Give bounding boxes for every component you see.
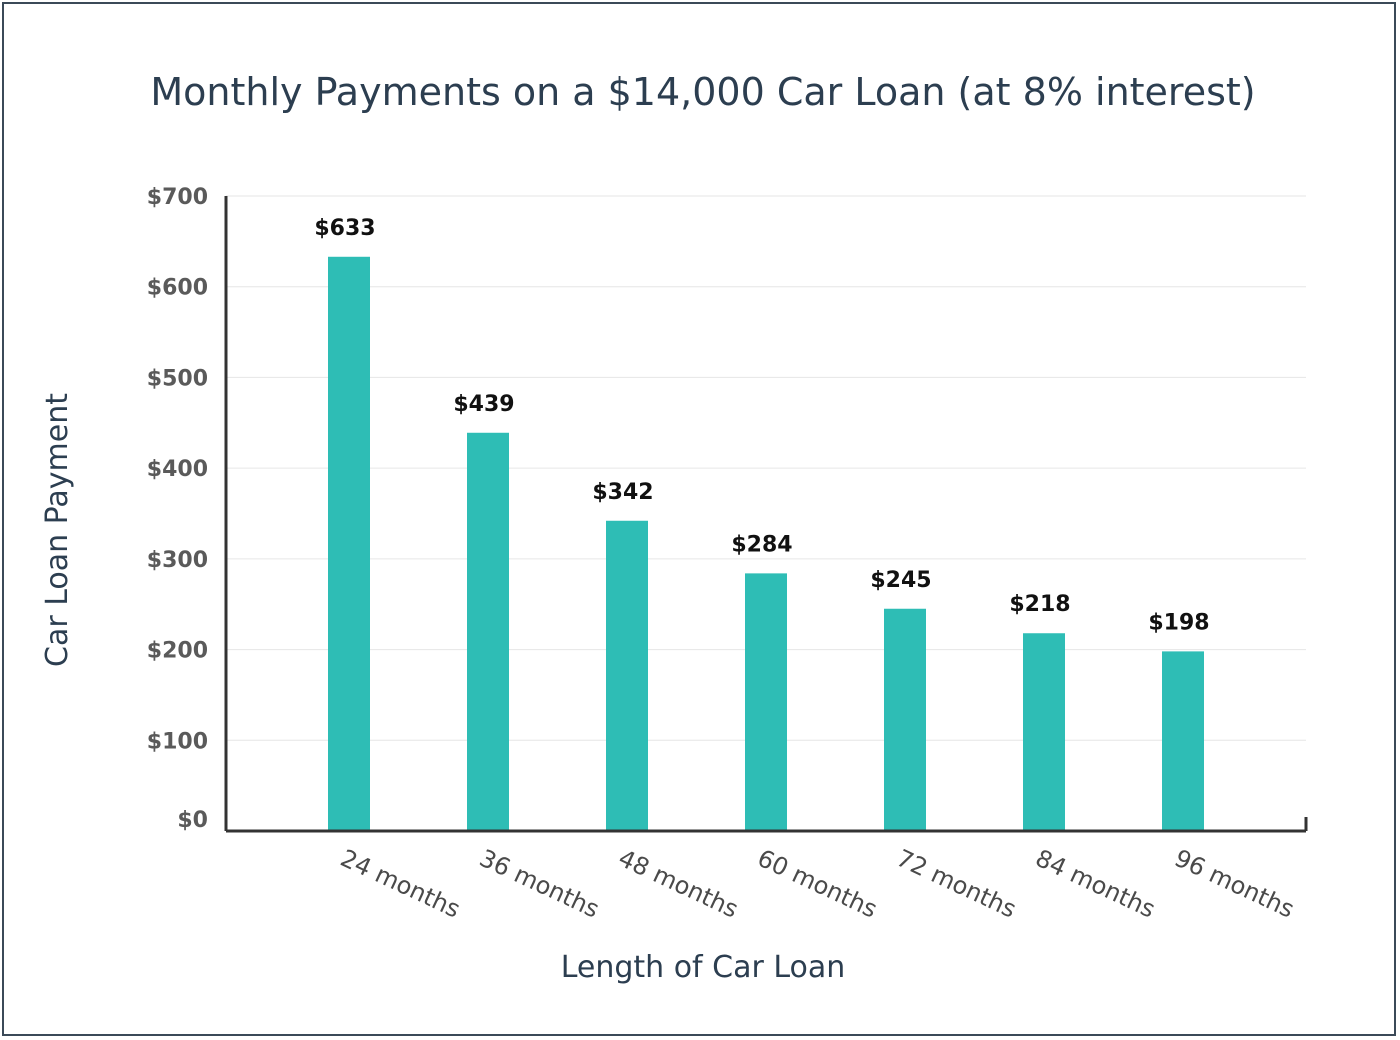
data-label: $342 (592, 480, 653, 505)
y-tick-label: $400 (147, 457, 208, 482)
bars (328, 256, 1204, 831)
data-label: $439 (453, 392, 514, 417)
bar (1162, 651, 1204, 831)
y-tick-label: $300 (147, 548, 208, 573)
x-axis-ticks: 24 months 36 months 48 months 60 months 72 m… (336, 844, 1298, 924)
gridlines (226, 195, 1306, 741)
bar (745, 573, 787, 831)
y-tick-label: $0 (177, 808, 208, 833)
y-tick-label: $600 (147, 276, 208, 301)
x-tick-label: 36 months (475, 844, 603, 924)
bar (606, 520, 648, 831)
x-tick-label: 84 months (1031, 844, 1159, 924)
data-label: $198 (1148, 610, 1209, 635)
bar (328, 256, 370, 831)
data-labels: $633 $439 $342 $284 $245 $218 $198 (314, 216, 1209, 636)
x-tick-label: 72 months (892, 844, 1020, 924)
y-tick-label: $200 (147, 639, 208, 664)
x-tick-label: 48 months (614, 844, 742, 924)
y-axis-title: Car Loan Payment (40, 393, 75, 667)
data-label: $633 (314, 216, 375, 241)
bar (884, 608, 926, 831)
chart-title: Monthly Payments on a $14,000 Car Loan (… (150, 70, 1255, 114)
data-label: $284 (731, 532, 792, 557)
y-tick-label: $100 (147, 729, 208, 754)
x-axis-title: Length of Car Loan (561, 950, 846, 985)
x-tick-label: 96 months (1170, 844, 1298, 924)
data-label: $245 (870, 568, 931, 593)
bar (467, 432, 509, 831)
y-tick-label: $700 (147, 185, 208, 210)
y-axis-ticks: $0 $100 $200 $300 $400 $500 $600 $700 (147, 185, 208, 833)
bar (1023, 633, 1065, 831)
data-label: $218 (1009, 592, 1070, 617)
y-tick-label: $500 (147, 366, 208, 391)
x-tick-label: 24 months (336, 844, 464, 924)
x-tick-label: 60 months (753, 844, 881, 924)
